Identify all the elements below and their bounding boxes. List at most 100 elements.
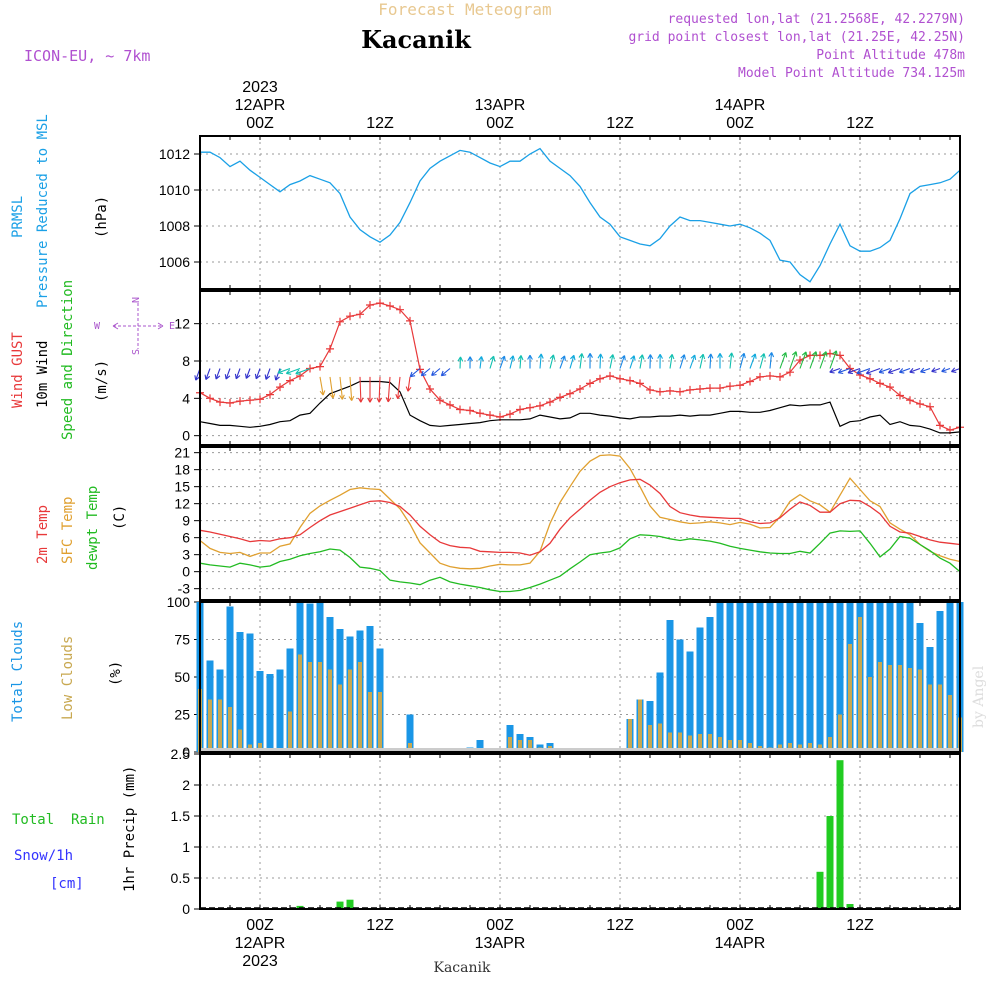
svg-text:E: E	[169, 321, 175, 332]
temp-ytick-label-3: 6	[182, 530, 190, 546]
wind-label: 10m Wind	[35, 341, 51, 408]
requested-coords: requested lon,lat (21.2568E, 42.2279N)	[668, 12, 965, 27]
wind-direction-arrow	[629, 355, 636, 369]
total-cloud-bar	[286, 648, 294, 752]
total-cloud-bar	[226, 606, 234, 752]
temp-ytick-label-8: 21	[174, 445, 190, 461]
top-time-label-5: 12Z	[846, 115, 874, 132]
temp-ytick-label-0: -3	[178, 581, 191, 597]
total-cloud-bar	[666, 620, 674, 752]
wind-direction-arrow	[405, 376, 412, 392]
total-cloud-bar	[706, 617, 714, 752]
gust-point	[376, 299, 384, 308]
low-cloud-bar	[898, 665, 902, 752]
low-cloud-bar	[708, 734, 712, 752]
total-cloud-bar	[716, 602, 724, 752]
low-cloud-bar	[698, 734, 702, 752]
wind-direction-arrow	[837, 367, 851, 375]
gust-point	[626, 376, 634, 385]
total-cloud-bar	[746, 602, 754, 752]
low-cloud-bar	[348, 669, 352, 752]
gust-point	[576, 385, 584, 393]
precip-ytick-label-2: 1	[182, 839, 190, 855]
wind-direction-arrow	[395, 376, 401, 400]
total-cloud-bar	[266, 674, 274, 752]
temp-ytick-label-7: 18	[174, 462, 190, 478]
wind-direction-arrow	[339, 376, 345, 400]
pressure-unit: (hPa)	[94, 196, 110, 238]
bottom-time-label-2: 00Z	[486, 917, 514, 934]
clouds-ytick-label-4: 100	[167, 594, 191, 610]
wind-direction-arrow	[728, 352, 735, 369]
gust-point	[926, 402, 934, 411]
rain-bar	[846, 904, 854, 909]
gust-point	[386, 301, 394, 310]
low-cloud-bar	[848, 644, 852, 752]
low-cloud-bar	[678, 732, 682, 752]
gust-point	[356, 310, 364, 319]
svg-text:N: N	[131, 297, 142, 303]
total-cloud-bar	[256, 671, 264, 752]
temp-ytick-label-5: 12	[174, 496, 190, 512]
low-cloud-bar	[748, 743, 752, 752]
rain-bar	[836, 760, 844, 909]
wind-direction-arrow	[329, 376, 336, 399]
precip-ytick-label-4: 2	[182, 777, 190, 793]
low-cloud-bar	[738, 740, 742, 752]
bottom-time-label-5: 12Z	[846, 917, 874, 934]
clouds-ytick-label-2: 50	[174, 669, 190, 685]
precip-ytick-label-0: 0	[182, 901, 190, 917]
gust-point	[206, 394, 214, 403]
low-cloud-bar	[358, 662, 362, 752]
low-cloud-bar	[838, 714, 842, 752]
gust-point	[366, 301, 374, 309]
total-cloud-bar	[796, 602, 804, 752]
low-cloud-bar	[318, 662, 322, 752]
low-cloud-bar	[948, 695, 952, 752]
gust-point	[236, 397, 244, 406]
top-year-label: 2023	[242, 79, 278, 96]
bottom-time-label-4: 00Z	[726, 917, 754, 934]
temp2m-label: 2m Temp	[35, 505, 51, 564]
wind-direction-arrow	[689, 354, 697, 369]
precip-ytick-label-1: 0.5	[171, 870, 191, 886]
wind-direction-arrow	[920, 367, 931, 374]
low-cloud-bar	[718, 737, 722, 752]
total-cloud-bar	[826, 602, 834, 752]
wind-direction-arrow	[319, 376, 326, 396]
wind-direction-arrow	[931, 367, 941, 373]
location-title: Kacanik	[361, 25, 472, 54]
footer-location: Kacanik	[434, 960, 491, 976]
wind-direction-arrow	[779, 352, 788, 369]
gust-point	[666, 386, 674, 395]
wind-direction-arrow	[699, 353, 706, 369]
gust-point	[426, 385, 434, 393]
precip-ytick-label-3: 1.5	[171, 808, 191, 824]
gust-point	[406, 316, 414, 325]
gust-point	[566, 389, 574, 398]
gust-point	[306, 364, 314, 373]
gust-point	[766, 371, 774, 380]
wind-direction-arrow	[431, 368, 441, 377]
low-cloud-bar	[908, 668, 912, 752]
wind-direction-arrow	[647, 354, 654, 369]
wind-direction-arrow	[789, 351, 798, 369]
wind-direction-arrow	[941, 367, 951, 373]
wind-direction-arrow	[597, 353, 604, 369]
wind-direction-arrow	[538, 353, 544, 369]
gust-point	[916, 399, 924, 408]
low-cloud-bar	[518, 740, 522, 752]
gust-point	[326, 344, 334, 353]
gust-point	[526, 403, 534, 412]
gust-point	[686, 385, 694, 394]
pressure-label-2: Pressure Reduced to MSL	[35, 114, 51, 308]
low-cloud-bar	[928, 684, 932, 752]
temp2m-line	[199, 478, 961, 556]
low-cloud-bar	[938, 684, 942, 752]
gust-point	[896, 391, 904, 400]
wind-direction-arrow	[909, 367, 921, 374]
bottom-year-label-0: 2023	[242, 953, 278, 970]
low-cloud-bar	[338, 684, 342, 752]
wind-direction-arrow	[549, 354, 556, 369]
